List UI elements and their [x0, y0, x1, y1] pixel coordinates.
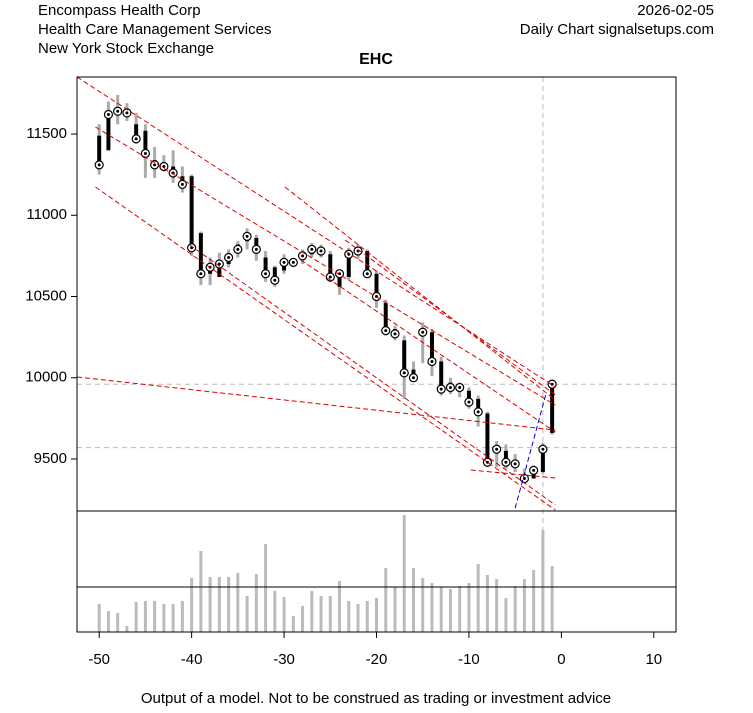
header-industry: Health Care Management Services — [38, 21, 271, 38]
x-tick-label: -40 — [181, 651, 203, 668]
close-dot — [227, 256, 231, 260]
close-dot — [291, 260, 295, 264]
close-dot — [448, 386, 452, 390]
close-dot — [162, 165, 166, 169]
trend-line — [284, 186, 556, 401]
close-dot — [153, 163, 157, 167]
close-dot — [421, 330, 425, 334]
close-dot — [143, 152, 147, 156]
trend-line — [95, 186, 556, 511]
close-dot — [125, 111, 129, 115]
close-dot — [402, 371, 406, 375]
close-dot — [485, 460, 489, 464]
close-dot — [106, 113, 110, 117]
y-tick-label: 10500 — [25, 287, 67, 304]
close-dot — [393, 332, 397, 336]
close-dot — [245, 234, 249, 238]
close-dot — [180, 182, 184, 186]
close-dot — [328, 275, 332, 279]
close-dot — [254, 247, 258, 251]
chart-title: EHC — [359, 51, 393, 68]
close-dot — [301, 254, 305, 258]
close-dot — [458, 386, 462, 390]
close-dot — [504, 460, 508, 464]
close-dot — [365, 272, 369, 276]
close-dot — [522, 477, 526, 481]
close-dot — [97, 163, 101, 167]
close-dot — [550, 382, 554, 386]
trend-line — [95, 126, 556, 406]
header-exchange: New York Stock Exchange — [38, 40, 214, 57]
trend-line — [300, 259, 556, 433]
trend-line — [470, 469, 556, 479]
y-tick-label: 9500 — [34, 450, 67, 467]
close-dot — [439, 387, 443, 391]
close-dot — [217, 262, 221, 266]
header-date: 2026-02-05 — [637, 2, 714, 19]
close-dot — [116, 109, 120, 113]
close-dot — [282, 260, 286, 264]
trend-line — [76, 76, 556, 388]
close-dot — [476, 410, 480, 414]
y-tick-label: 11000 — [26, 206, 67, 223]
close-dot — [411, 376, 415, 380]
header-company: Encompass Health Corp — [38, 2, 201, 19]
close-dot — [467, 400, 471, 404]
x-tick-label: 0 — [557, 651, 565, 668]
close-dot — [199, 272, 203, 276]
x-tick-label: -50 — [88, 651, 110, 668]
x-tick-label: -10 — [458, 651, 480, 668]
close-dot — [495, 447, 499, 451]
close-dot — [384, 329, 388, 333]
close-dot — [273, 278, 277, 282]
plot-area — [76, 76, 676, 632]
close-dot — [541, 447, 545, 451]
close-dot — [134, 137, 138, 141]
y-tick-label: 10000 — [25, 369, 67, 386]
close-dot — [310, 247, 314, 251]
close-dot — [319, 249, 323, 253]
trend-line — [344, 239, 556, 396]
close-dot — [513, 462, 517, 466]
x-tick-label: -20 — [366, 651, 388, 668]
trend-line — [76, 376, 556, 431]
footer: Output of a model. Not to be construed a… — [141, 690, 611, 707]
header-source: Daily Chart signalsetups.com — [520, 21, 714, 38]
close-dot — [236, 247, 240, 251]
trend-line — [514, 394, 547, 509]
x-tick-label: -30 — [273, 651, 295, 668]
x-tick-label: 10 — [645, 651, 662, 668]
close-dot — [264, 272, 268, 276]
close-dot — [532, 468, 536, 472]
close-dot — [430, 360, 434, 364]
trend-line — [189, 244, 556, 506]
y-tick-label: 11500 — [26, 125, 67, 142]
